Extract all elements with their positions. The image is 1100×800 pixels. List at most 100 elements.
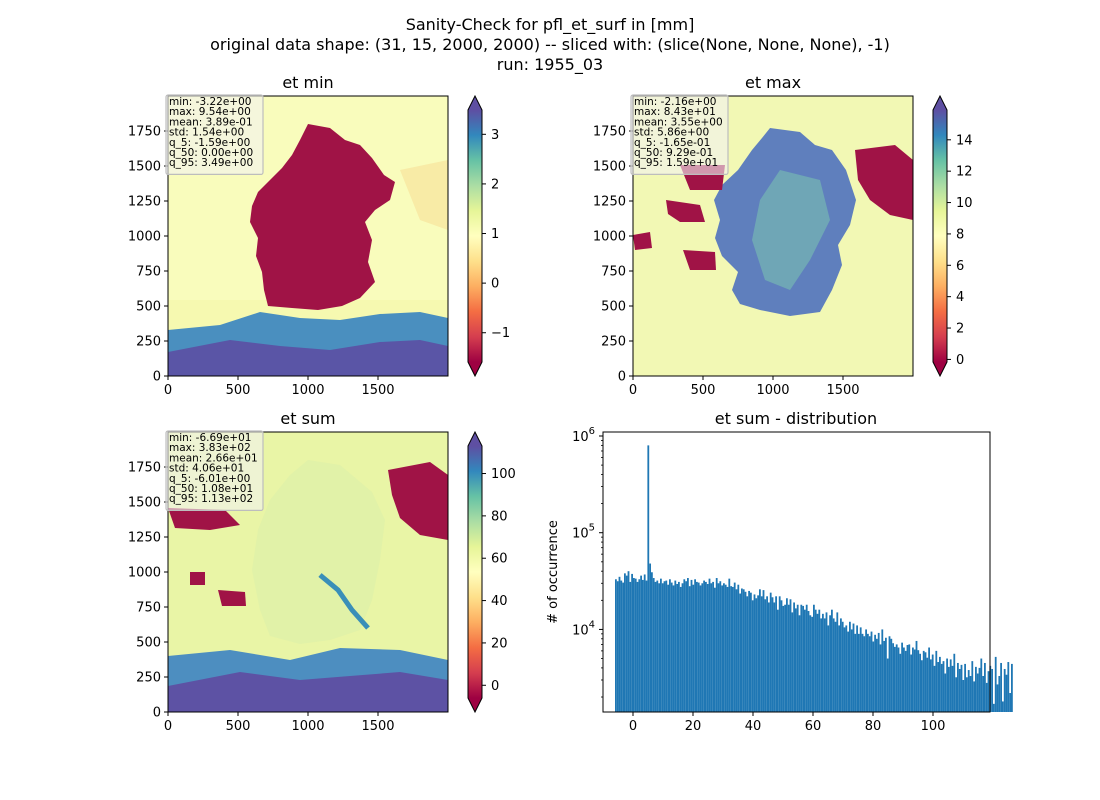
- x-tick-label: 500: [691, 383, 716, 398]
- histogram-bar: [796, 604, 799, 712]
- histogram-bar: [687, 578, 689, 712]
- histogram-bar: [825, 612, 828, 712]
- histogram-bar: [859, 627, 862, 712]
- stats-line: mean: 2.66e+01: [169, 452, 258, 464]
- histogram-bar: [910, 654, 912, 712]
- histogram-bar: [692, 584, 695, 712]
- histogram-bar: [665, 580, 668, 712]
- histogram-bar: [661, 583, 664, 712]
- map-country-region: [250, 124, 395, 310]
- histogram-bar: [688, 586, 691, 712]
- map-image: [168, 96, 448, 376]
- histogram-bar: [762, 590, 765, 712]
- histogram-bar: [620, 580, 623, 712]
- y-tick-base: 10: [572, 623, 589, 638]
- histogram-bar: [872, 641, 875, 712]
- map-west-region: [168, 508, 240, 530]
- histogram-bar: [807, 611, 810, 712]
- colorbar-tick-label: 1: [491, 227, 499, 242]
- histogram-bar: [719, 581, 722, 712]
- histogram-bar: [868, 636, 871, 712]
- stats-line: max: 9.54e+00: [169, 106, 251, 118]
- histogram-bar: [793, 602, 795, 712]
- histogram-bar: [834, 621, 837, 712]
- y-tick-label: 1000: [593, 230, 626, 245]
- x-tick-label: 0: [164, 383, 172, 398]
- histogram-bar: [917, 650, 920, 712]
- histogram-bar: [895, 644, 898, 712]
- histogram-bar: [651, 572, 653, 712]
- stats-line: mean: 3.55e+00: [634, 116, 723, 128]
- colorbar-tick-label: 12: [956, 165, 973, 180]
- colorbar-tick-label: 4: [956, 290, 964, 305]
- histogram-bar: [879, 644, 882, 712]
- histogram-bar: [708, 578, 711, 712]
- x-tick-label: 1000: [756, 383, 789, 398]
- x-tick-label: 1500: [361, 719, 394, 734]
- histogram-bar: [712, 581, 714, 712]
- histogram-bar: [843, 627, 846, 712]
- histogram-bar: [1002, 701, 1004, 712]
- map-west-region-2: [218, 590, 246, 606]
- panel-title: et sum: [280, 409, 335, 428]
- panel-et-max: et max 0 500 1000 1500 0 250 500 750 1000 1250 150…: [593, 73, 973, 398]
- histogram-bar: [921, 660, 923, 712]
- histogram-bar: [994, 656, 997, 712]
- colorbar-outline: [467, 94, 483, 378]
- colorbar: −1 0 1 2 3: [467, 94, 510, 378]
- histogram-bar: [741, 588, 743, 712]
- histogram-bar: [870, 631, 873, 712]
- histogram-bar: [886, 658, 889, 712]
- histogram-bar: [710, 583, 713, 712]
- histogram-bar: [888, 636, 891, 712]
- colorbar: 0 2 4 6 8 10 12 14: [932, 94, 973, 378]
- histogram-bar: [690, 579, 693, 712]
- histogram-bar: [883, 640, 885, 712]
- colorbar-extend-min: [468, 698, 482, 712]
- histogram-bar: [993, 703, 995, 712]
- histogram-bar: [858, 633, 860, 712]
- histogram-bar: [768, 602, 770, 712]
- histogram-bar: [615, 579, 617, 712]
- histogram-bar: [670, 582, 673, 712]
- colorbar-tick-label: 10: [956, 196, 973, 211]
- histogram-bar: [913, 649, 916, 712]
- histogram-bar: [967, 670, 970, 712]
- axes-frame: [602, 431, 991, 713]
- histogram-bar: [949, 659, 952, 712]
- x-tick-label: 0: [164, 719, 172, 734]
- map-sw-region: [633, 232, 652, 250]
- y-tick-label: 1500: [128, 496, 161, 511]
- histogram-bar: [654, 581, 657, 712]
- histogram-bar: [697, 582, 700, 712]
- histogram-bar: [841, 621, 844, 712]
- x-tick-label: 80: [865, 719, 882, 734]
- histogram-bar: [642, 579, 644, 712]
- histogram-bar: [753, 594, 756, 712]
- histogram-bar: [663, 581, 666, 712]
- colorbar-gradient: [468, 446, 482, 698]
- histogram-bar: [647, 445, 650, 712]
- histogram-bar: [715, 578, 718, 712]
- y-tick-label: 1750: [128, 461, 161, 476]
- histogram-bar: [885, 637, 887, 712]
- x-tick-label: 1000: [291, 719, 324, 734]
- histogram-bar: [953, 653, 956, 712]
- y-tick-label: 104: [572, 619, 595, 638]
- histogram-bar: [750, 592, 752, 712]
- histogram-bar: [627, 571, 630, 712]
- map-west-region: [666, 200, 705, 222]
- histogram-bar: [836, 612, 839, 712]
- histogram-bar: [854, 633, 857, 712]
- y-tick-label: 1500: [128, 160, 161, 175]
- histogram-bar: [701, 583, 704, 712]
- histogram-bar: [926, 657, 929, 712]
- stats-box-frame: [165, 94, 264, 176]
- histogram-bar: [777, 609, 779, 712]
- histogram-bar: [946, 658, 948, 712]
- histogram-bar: [699, 585, 702, 712]
- y-tick-label: 1750: [128, 125, 161, 140]
- histogram-bar: [1009, 693, 1011, 712]
- stats-line: min: -3.22e+00: [169, 96, 251, 108]
